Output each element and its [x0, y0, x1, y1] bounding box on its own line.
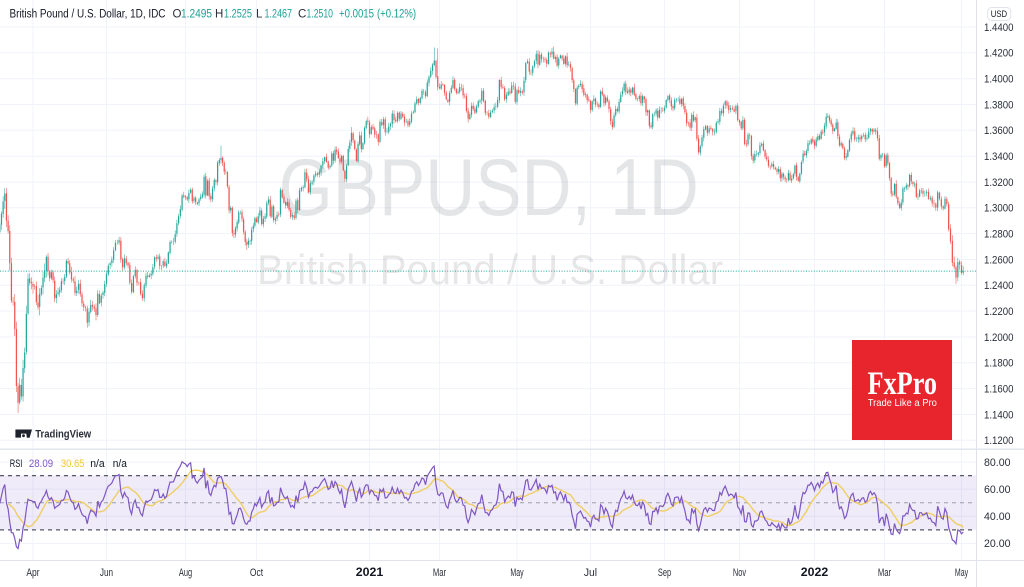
svg-text:60.00: 60.00: [984, 484, 1011, 496]
svg-text:C: C: [298, 9, 306, 21]
svg-text:1.2467: 1.2467: [265, 9, 293, 21]
svg-text:1.2600: 1.2600: [984, 254, 1014, 266]
svg-text:1.2000: 1.2000: [984, 332, 1014, 344]
svg-text:1.1600: 1.1600: [984, 383, 1014, 395]
svg-text:20.00: 20.00: [984, 538, 1011, 550]
svg-text:1.1200: 1.1200: [984, 435, 1014, 447]
svg-text:USD: USD: [991, 9, 1008, 19]
svg-text:May: May: [510, 567, 524, 579]
svg-text:Jul: Jul: [584, 567, 597, 579]
svg-text:Jun: Jun: [100, 567, 113, 579]
svg-text:1.2200: 1.2200: [984, 306, 1014, 318]
svg-text:O: O: [173, 9, 182, 21]
svg-text:1.3200: 1.3200: [984, 177, 1014, 189]
svg-text:L: L: [256, 9, 263, 21]
svg-text:Oct: Oct: [250, 567, 263, 579]
svg-text:Aug: Aug: [179, 567, 192, 579]
svg-text:1.1400: 1.1400: [984, 409, 1014, 421]
svg-text:1.2495: 1.2495: [181, 9, 212, 21]
svg-text:TradingView: TradingView: [35, 429, 91, 441]
svg-text:+0.0015: +0.0015: [339, 9, 374, 21]
svg-text:1.4400: 1.4400: [984, 22, 1014, 34]
svg-text:British Pound / U.S. Dollar, 1: British Pound / U.S. Dollar, 1D, IDC: [10, 9, 166, 21]
svg-text:Sep: Sep: [658, 567, 671, 579]
svg-text:30.65: 30.65: [61, 458, 85, 470]
svg-text:1.3400: 1.3400: [984, 151, 1014, 163]
svg-text:1.3800: 1.3800: [984, 99, 1014, 111]
svg-text:1.3600: 1.3600: [984, 125, 1014, 137]
svg-text:2021: 2021: [356, 567, 384, 579]
svg-text:(+0.12%): (+0.12%): [377, 9, 416, 21]
svg-text:1.4200: 1.4200: [984, 48, 1014, 60]
svg-text:RSI: RSI: [10, 458, 23, 470]
svg-text:FxPro: FxPro: [868, 366, 938, 402]
svg-text:H: H: [215, 9, 223, 21]
svg-text:1.2525: 1.2525: [224, 9, 252, 21]
svg-text:1.2510: 1.2510: [307, 9, 334, 21]
svg-text:n/a: n/a: [90, 458, 105, 470]
svg-text:1.2800: 1.2800: [984, 228, 1014, 240]
svg-text:May: May: [955, 567, 969, 579]
svg-text:80.00: 80.00: [984, 457, 1011, 469]
svg-text:Trade Like a Pro: Trade Like a Pro: [868, 398, 937, 409]
svg-text:British Pound / U.S. Dollar: British Pound / U.S. Dollar: [257, 247, 723, 293]
svg-text:Apr: Apr: [26, 567, 39, 579]
svg-text:28.09: 28.09: [29, 458, 53, 470]
svg-text:2022: 2022: [801, 567, 829, 579]
svg-text:1.1800: 1.1800: [984, 358, 1014, 370]
svg-text:Mar: Mar: [433, 567, 446, 579]
svg-text:n/a: n/a: [113, 458, 128, 470]
svg-text:Mar: Mar: [878, 567, 891, 579]
svg-text:1.3000: 1.3000: [984, 203, 1014, 215]
svg-text:40.00: 40.00: [984, 511, 1011, 523]
svg-text:1.4000: 1.4000: [984, 74, 1014, 86]
svg-text:Nov: Nov: [733, 567, 747, 579]
svg-text:1.2400: 1.2400: [984, 280, 1014, 292]
